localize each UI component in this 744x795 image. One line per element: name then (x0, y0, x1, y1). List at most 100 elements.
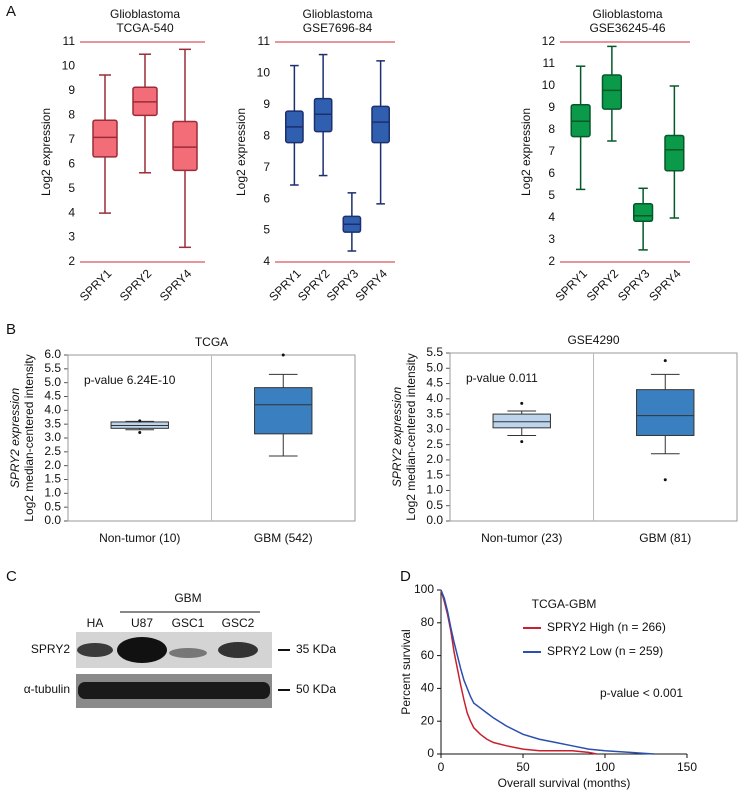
chart-title: GSE36245-46 (589, 21, 665, 35)
y-tick-label: 2 (548, 254, 555, 268)
y-tick-label: 1.5 (426, 467, 443, 481)
band (169, 648, 207, 658)
box (601, 74, 622, 110)
panel-label: C (6, 568, 17, 585)
y-tick-label: 10 (62, 59, 76, 73)
y-tick-label: 3.0 (44, 430, 61, 444)
y-tick-label: 2.0 (426, 452, 443, 466)
y-tick-label: 2.5 (426, 437, 443, 451)
chart-title: TCGA (195, 335, 228, 349)
y-tick-label: 60 (421, 648, 435, 662)
blot: GBM HA U87 GSC1 GSC2 SPRY2 α-tubulin 35 … (24, 591, 336, 708)
y-tick-label: 7 (263, 160, 270, 174)
x-tick-label: 50 (516, 760, 530, 774)
y-tick-label: 11 (63, 34, 76, 48)
y-tick-label: 6 (548, 166, 555, 180)
x-tick-label: GBM (542) (254, 531, 313, 545)
y-tick-label: 5 (548, 188, 555, 202)
outlier (663, 478, 667, 482)
box (633, 202, 654, 223)
outlier (663, 359, 667, 363)
y-tick-label: 4 (263, 254, 270, 268)
y-tick-label: 1.0 (426, 483, 443, 497)
chart-title: Glioblastoma (302, 7, 372, 21)
chart-title: TCGA-540 (116, 21, 174, 35)
chart-title: GSE7696-84 (303, 21, 373, 35)
y-tick-label: 9 (263, 97, 270, 111)
y-tick-label: 5.0 (426, 360, 443, 374)
band (77, 643, 113, 657)
y-axis-label: SPRY2 expression (8, 388, 22, 489)
y-tick-label: 0.5 (44, 499, 61, 513)
y-tick-label: 5.5 (426, 345, 443, 359)
x-tick-label: GBM (81) (639, 531, 691, 545)
x-tick-label: SPRY2 (584, 266, 622, 304)
y-tick-label: 4.0 (426, 391, 443, 405)
y-tick-label: 4.0 (44, 403, 61, 417)
y-tick-label: 4.5 (426, 376, 443, 390)
y-tick-label: 100 (414, 582, 434, 596)
box (371, 105, 390, 144)
box (664, 134, 685, 172)
y-tick-label: 7 (68, 132, 75, 146)
chart-title: Glioblastoma (110, 7, 180, 21)
annotation: p-value 6.24E-10 (84, 373, 176, 387)
y-tick-label: 0 (427, 746, 434, 760)
y-tick-label: 6 (68, 156, 75, 170)
x-tick-label: 0 (438, 760, 445, 774)
y-tick-label: 2.0 (44, 458, 61, 472)
y-tick-label: 8 (68, 108, 75, 122)
y-tick-label: 3.5 (44, 416, 61, 430)
y-tick-label: 9 (68, 83, 75, 97)
panel-label: A (6, 3, 16, 20)
annotation: p-value 0.011 (466, 371, 538, 385)
y-tick-label: 8 (263, 128, 270, 142)
y-tick-label: 40 (421, 681, 435, 695)
band (117, 637, 167, 663)
lane-label: HA (87, 616, 104, 630)
x-tick-label: Non-tumor (23) (481, 531, 562, 545)
y-tick-label: 1.5 (44, 472, 61, 486)
lane-label: U87 (131, 616, 153, 630)
band (218, 642, 258, 658)
blot-group: GBM (174, 591, 201, 605)
outlier (520, 401, 524, 405)
y-tick-label: 5 (263, 223, 270, 237)
y-tick-label: 6 (263, 191, 270, 205)
y-tick-label: 5.0 (44, 375, 61, 389)
lane-label: GSC2 (222, 616, 255, 630)
y-tick-label: 0.0 (426, 513, 443, 527)
legend-label: SPRY2 Low (n = 259) (547, 644, 663, 658)
y-tick-label: 4 (68, 205, 75, 219)
x-tick-label: SPRY2 (117, 266, 155, 304)
survival-curve (440, 589, 655, 755)
x-tick-label: SPRY1 (552, 266, 590, 304)
x-tick-label: SPRY1 (77, 266, 115, 304)
survival-curve (440, 589, 597, 755)
outlier (138, 430, 142, 434)
y-tick-label: 8 (548, 122, 555, 136)
y-axis-label: Percent survival (399, 629, 413, 714)
y-tick-label: 12 (542, 34, 556, 48)
y-tick-label: 2 (68, 254, 75, 268)
x-tick-label: 150 (677, 760, 697, 774)
outlier (138, 419, 142, 423)
chart-title: GSE4290 (567, 333, 619, 347)
y-tick-label: 0.5 (426, 498, 443, 512)
panel-label: D (400, 568, 411, 585)
y-tick-label: 4 (548, 210, 555, 224)
y-tick-label: 1.0 (44, 486, 61, 500)
x-tick-label: 100 (595, 760, 615, 774)
y-tick-label: 3.0 (426, 422, 443, 436)
x-tick-label: SPRY3 (615, 266, 653, 304)
y-tick-label: 2.5 (44, 444, 61, 458)
box (254, 387, 313, 435)
y-tick-label: 10 (257, 66, 271, 80)
size-label: 35 KDa (296, 642, 336, 656)
row-label: SPRY2 (31, 642, 70, 656)
box (636, 389, 695, 436)
legend-label: SPRY2 High (n = 266) (547, 620, 666, 634)
y-tick-label: 10 (542, 78, 556, 92)
y-tick-label: 20 (421, 713, 435, 727)
